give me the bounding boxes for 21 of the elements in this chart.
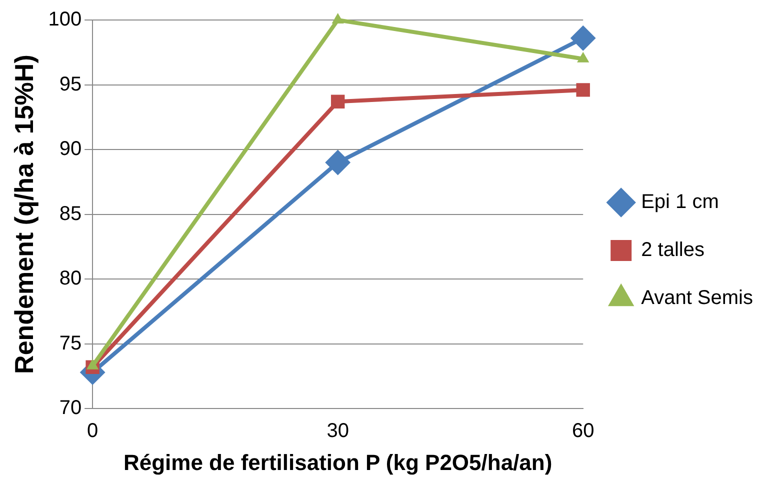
x-axis-title: Régime de fertilisation P (kg P2O5/ha/an) <box>123 450 552 475</box>
x-tick-label: 0 <box>87 420 98 442</box>
y-tick-label: 90 <box>59 138 82 160</box>
y-axis-title: Rendement (q/ha à 15%H) <box>8 54 39 374</box>
x-tick-label: 60 <box>572 420 594 442</box>
y-tick-label: 85 <box>59 202 82 225</box>
legend-label: Avant Semis <box>641 287 753 310</box>
point <box>325 150 350 175</box>
x-tick-label: 30 <box>326 420 349 442</box>
y-tick-label: 75 <box>59 332 82 354</box>
legend-label: Epi 1 cm <box>641 191 719 214</box>
y-tick-label: 100 <box>48 8 82 31</box>
point <box>577 52 589 62</box>
legend-label: 2 talles <box>641 239 704 262</box>
point <box>570 26 596 51</box>
y-tick-label: 70 <box>59 397 82 420</box>
point <box>332 14 344 24</box>
point <box>576 83 590 97</box>
y-tick-label: 95 <box>59 73 82 96</box>
y-tick-label: 80 <box>59 268 82 290</box>
point <box>330 94 345 108</box>
